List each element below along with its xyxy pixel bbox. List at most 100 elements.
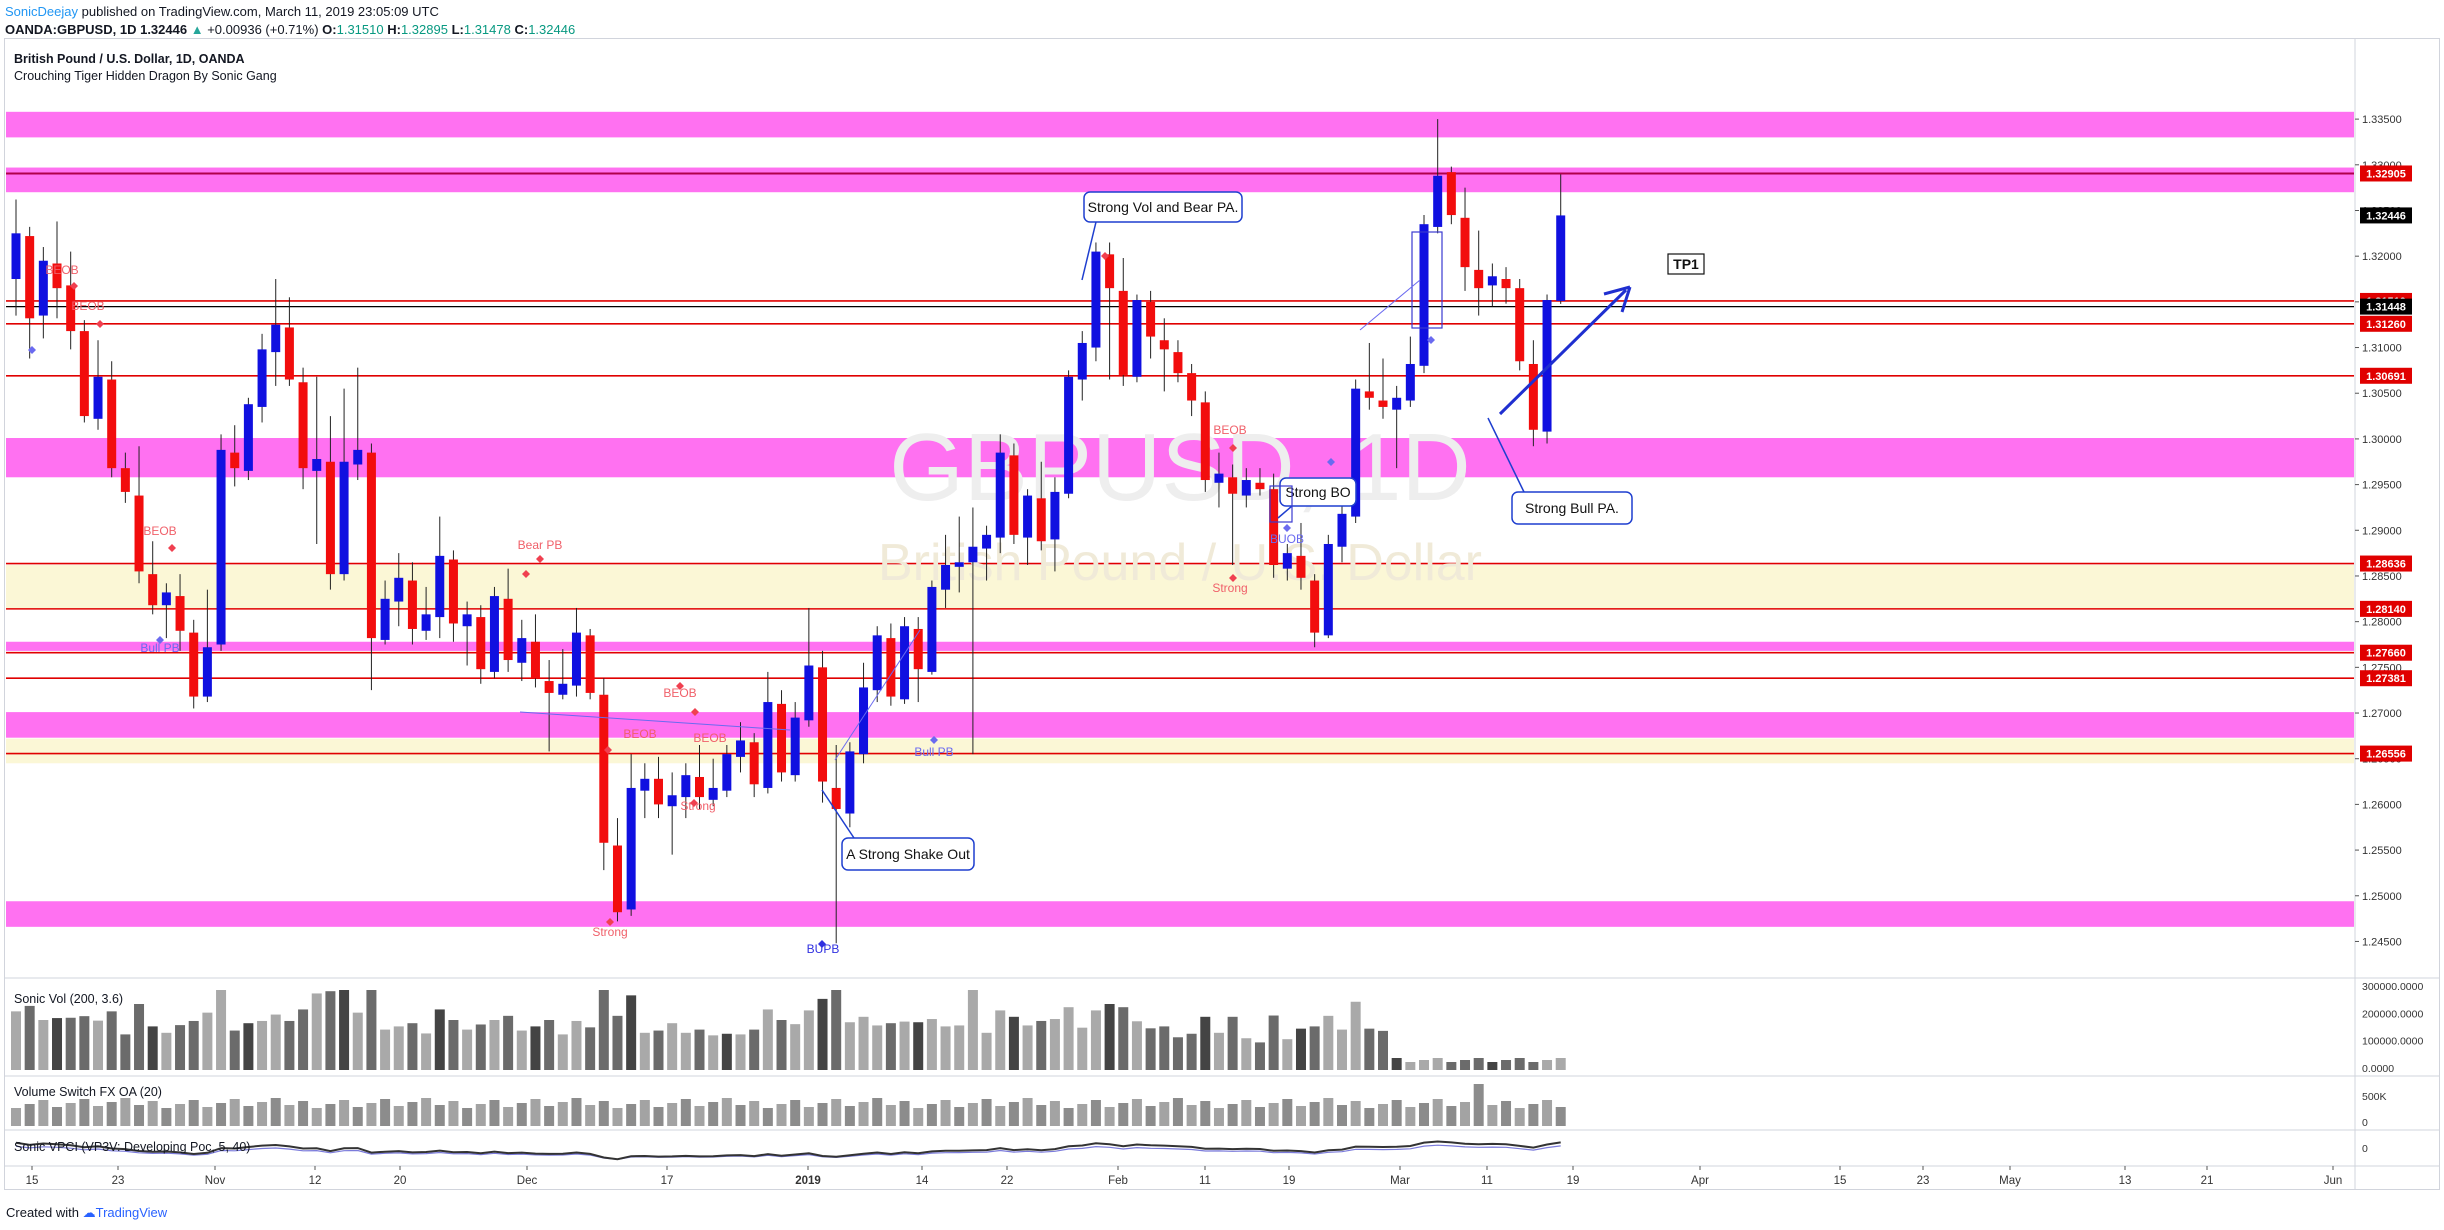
candle[interactable] (1146, 290, 1156, 359)
candle[interactable] (1023, 489, 1033, 566)
candle[interactable] (394, 553, 404, 627)
annotation-callout[interactable]: Strong Bull PA. (1487, 417, 1633, 525)
candle[interactable] (1392, 385, 1402, 469)
author-link[interactable]: SonicDeejay (5, 4, 78, 19)
candle[interactable] (230, 425, 240, 487)
candle[interactable] (517, 619, 527, 682)
candle[interactable] (681, 763, 691, 819)
candle[interactable] (271, 279, 281, 386)
candle[interactable] (1187, 363, 1197, 417)
candle[interactable] (353, 367, 363, 481)
candle[interactable] (1474, 230, 1484, 316)
candle[interactable] (585, 628, 595, 700)
candle[interactable] (66, 251, 76, 350)
candle[interactable] (1269, 473, 1279, 578)
candle[interactable] (1487, 263, 1497, 307)
candle[interactable] (284, 297, 294, 386)
candle[interactable] (954, 516, 964, 593)
candle[interactable] (708, 758, 718, 807)
candle[interactable] (1214, 452, 1224, 508)
candle[interactable] (1077, 331, 1087, 401)
candle[interactable] (790, 702, 800, 782)
candle[interactable] (1310, 574, 1320, 648)
candle[interactable] (1515, 279, 1525, 371)
candle[interactable] (995, 434, 1005, 554)
candle[interactable] (1118, 258, 1128, 386)
candle[interactable] (134, 446, 144, 584)
candle[interactable] (927, 580, 937, 675)
candle[interactable] (653, 756, 663, 819)
candle[interactable] (312, 376, 322, 544)
candle[interactable] (339, 388, 349, 581)
candle[interactable] (900, 617, 910, 704)
candle[interactable] (1364, 342, 1374, 410)
candle[interactable] (161, 583, 171, 639)
candle[interactable] (1337, 498, 1347, 563)
candle[interactable] (736, 722, 746, 773)
candle[interactable] (859, 662, 869, 764)
candle[interactable] (530, 614, 540, 688)
candle[interactable] (1050, 477, 1060, 572)
candle[interactable] (1255, 468, 1265, 496)
candle[interactable] (913, 617, 923, 703)
candle[interactable] (11, 199, 21, 316)
candle[interactable] (202, 589, 212, 703)
candle[interactable] (1228, 464, 1238, 566)
candle[interactable] (1105, 242, 1115, 380)
candle[interactable] (25, 226, 35, 359)
candle[interactable] (175, 574, 185, 651)
candle[interactable] (107, 361, 117, 478)
candle[interactable] (216, 434, 226, 651)
candle[interactable] (93, 340, 103, 430)
candle[interactable] (1173, 340, 1183, 383)
annotation-callout[interactable]: Strong Vol and Bear PA. (1081, 191, 1243, 281)
candle[interactable] (1091, 242, 1101, 362)
candle[interactable] (52, 221, 62, 319)
annotation-callout[interactable]: Strong BO (1277, 477, 1357, 519)
candle[interactable] (79, 320, 89, 423)
candle[interactable] (777, 690, 787, 782)
candle[interactable] (1556, 174, 1566, 304)
tradingview-logo[interactable]: ☁TradingView (82, 1205, 168, 1220)
candle[interactable] (257, 333, 267, 423)
candle[interactable] (1405, 336, 1415, 407)
candle[interactable] (489, 586, 499, 679)
candle[interactable] (366, 443, 376, 691)
candle[interactable] (1501, 267, 1511, 304)
candle[interactable] (1132, 294, 1142, 383)
candle[interactable] (749, 733, 759, 798)
candle[interactable] (1419, 215, 1429, 374)
candle[interactable] (626, 754, 636, 916)
candle[interactable] (462, 601, 472, 666)
candle[interactable] (599, 678, 609, 871)
candle[interactable] (1009, 443, 1019, 544)
candle[interactable] (298, 367, 308, 490)
candle[interactable] (872, 626, 882, 703)
candle[interactable] (941, 534, 951, 608)
candle[interactable] (968, 507, 978, 755)
candle[interactable] (1064, 370, 1074, 499)
candle[interactable] (818, 650, 828, 803)
tp1-marker[interactable]: TP1 (1667, 253, 1705, 275)
candle[interactable] (1296, 522, 1306, 590)
candle[interactable] (1159, 318, 1169, 392)
candle[interactable] (325, 416, 335, 590)
candle[interactable] (476, 605, 486, 684)
candle[interactable] (1036, 461, 1046, 551)
candle[interactable] (831, 745, 841, 944)
candle[interactable] (243, 397, 253, 481)
candle[interactable] (763, 671, 773, 794)
candle[interactable] (667, 772, 677, 855)
candle[interactable] (1446, 166, 1456, 225)
annotation-callout[interactable]: A Strong Shake Out (821, 789, 975, 871)
candle[interactable] (1460, 187, 1470, 291)
candle[interactable] (148, 541, 158, 615)
candle[interactable] (886, 623, 896, 706)
candle[interactable] (845, 742, 855, 828)
candle[interactable] (503, 568, 513, 672)
candle[interactable] (1323, 534, 1333, 639)
candle[interactable] (120, 452, 130, 503)
candle[interactable] (640, 763, 650, 819)
candle[interactable] (380, 580, 390, 645)
